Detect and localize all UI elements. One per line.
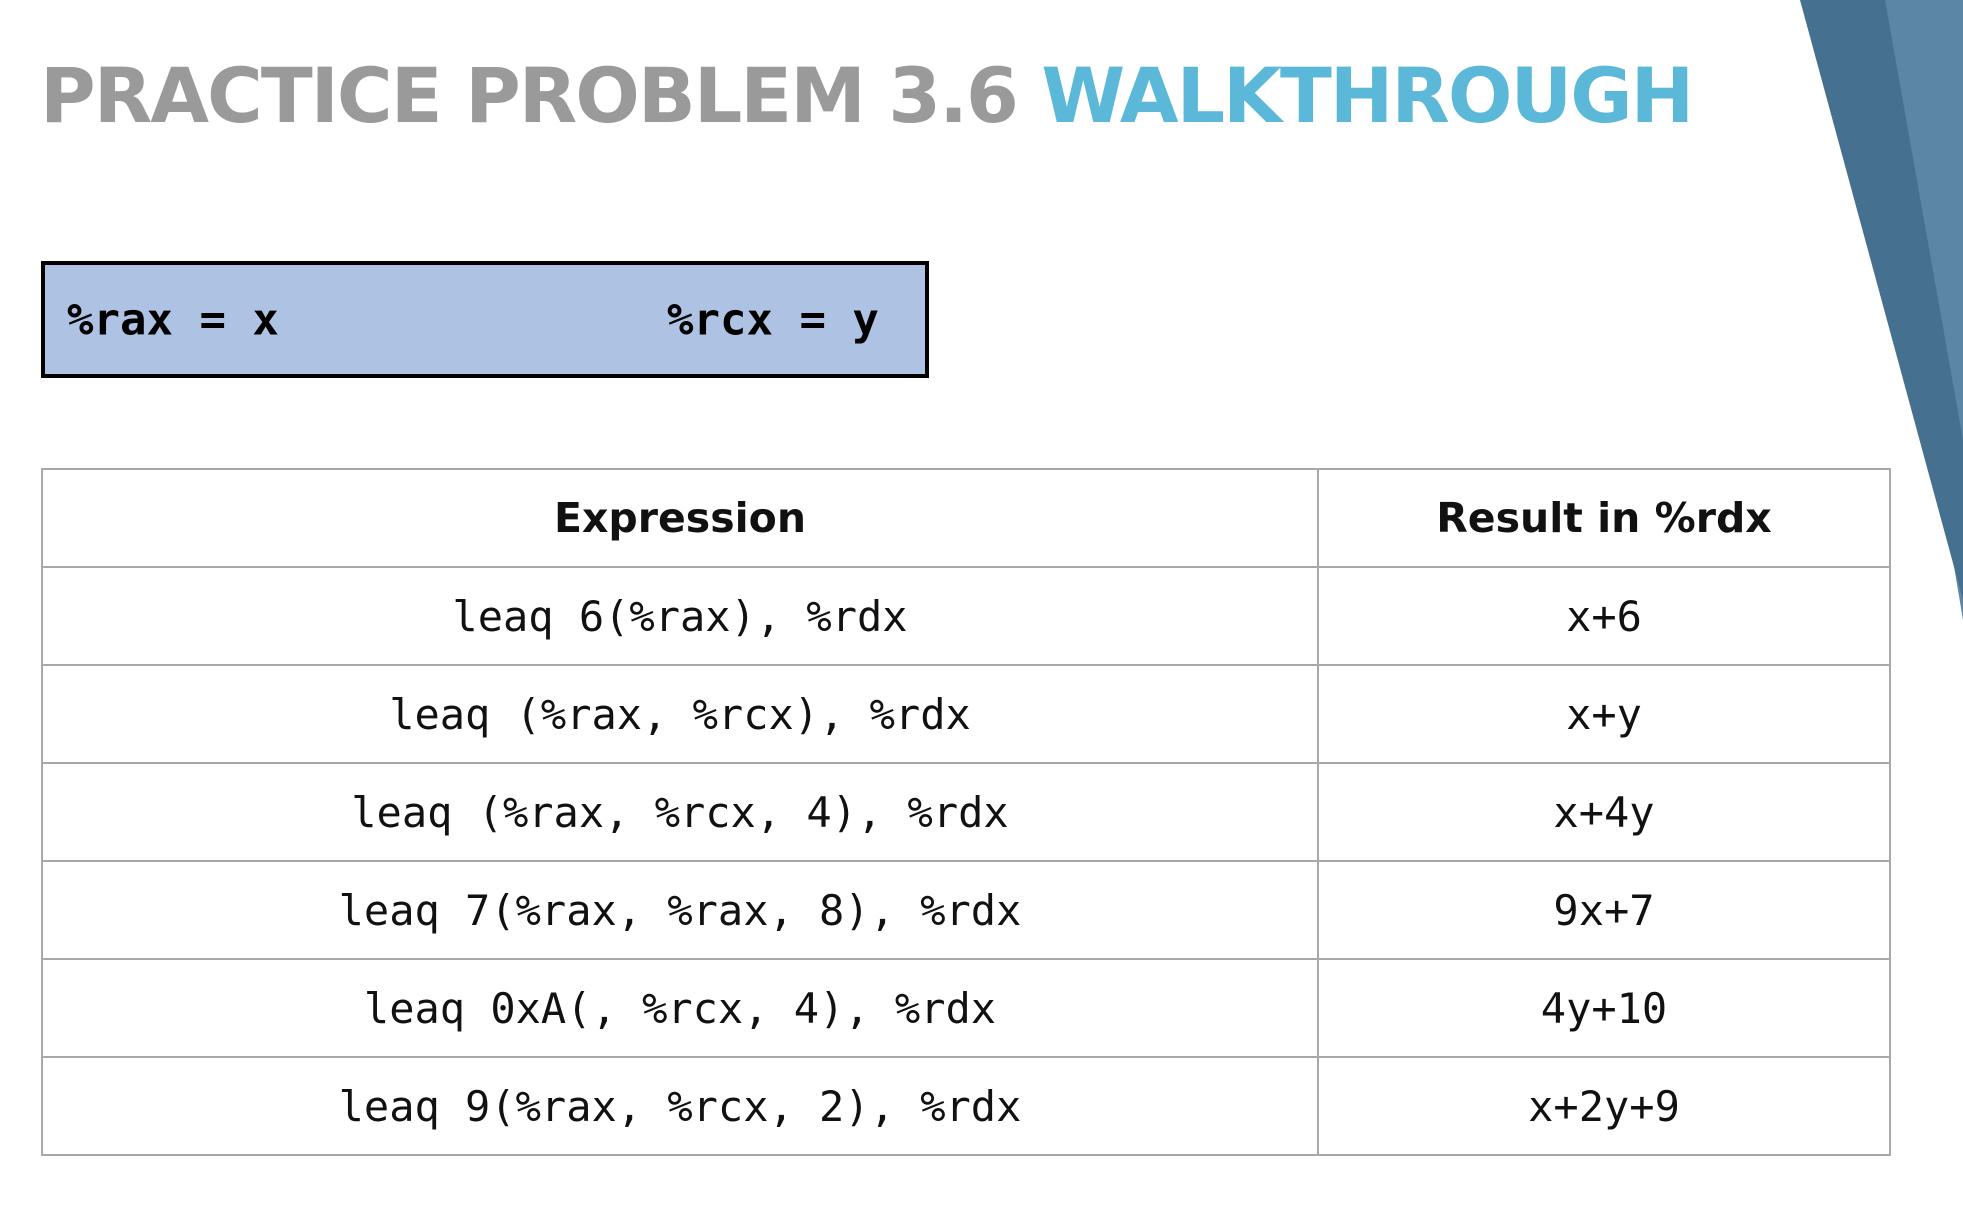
result-cell: 4y+10 bbox=[1317, 958, 1891, 1058]
result-cell: x+y bbox=[1317, 664, 1891, 764]
table-row: leaq 9(%rax, %rcx, 2), %rdx x+2y+9 bbox=[41, 1056, 1891, 1156]
header-expression: Expression bbox=[41, 468, 1319, 568]
table-row: leaq (%rax, %rcx, 4), %rdx x+4y bbox=[41, 762, 1891, 862]
page-title: PRACTICE PROBLEM 3.6 WALKTHROUGH bbox=[40, 58, 1694, 134]
expression-cell: leaq 6(%rax), %rdx bbox=[41, 566, 1319, 666]
table-row: leaq 7(%rax, %rax, 8), %rdx 9x+7 bbox=[41, 860, 1891, 960]
table-row: leaq (%rax, %rcx), %rdx x+y bbox=[41, 664, 1891, 764]
expression-cell: leaq 0xA(, %rcx, 4), %rdx bbox=[41, 958, 1319, 1058]
register-rax-label: %rax = x bbox=[67, 294, 279, 345]
result-cell: x+2y+9 bbox=[1317, 1056, 1891, 1156]
register-assignment-box: %rax = x %rcx = y bbox=[41, 261, 929, 378]
result-cell: x+6 bbox=[1317, 566, 1891, 666]
title-accent: WALKTHROUGH bbox=[1041, 51, 1694, 140]
result-cell: x+4y bbox=[1317, 762, 1891, 862]
expression-cell: leaq (%rax, %rcx), %rdx bbox=[41, 664, 1319, 764]
lea-expression-table: Expression Result in %rdx leaq 6(%rax), … bbox=[41, 468, 1891, 1156]
table-header-row: Expression Result in %rdx bbox=[41, 468, 1891, 568]
expression-cell: leaq 9(%rax, %rcx, 2), %rdx bbox=[41, 1056, 1319, 1156]
header-result: Result in %rdx bbox=[1317, 468, 1891, 568]
result-cell: 9x+7 bbox=[1317, 860, 1891, 960]
expression-cell: leaq 7(%rax, %rax, 8), %rdx bbox=[41, 860, 1319, 960]
title-main: PRACTICE PROBLEM 3.6 bbox=[40, 51, 1019, 140]
table-row: leaq 6(%rax), %rdx x+6 bbox=[41, 566, 1891, 666]
register-rcx-label: %rcx = y bbox=[667, 294, 879, 345]
expression-cell: leaq (%rax, %rcx, 4), %rdx bbox=[41, 762, 1319, 862]
table-row: leaq 0xA(, %rcx, 4), %rdx 4y+10 bbox=[41, 958, 1891, 1058]
